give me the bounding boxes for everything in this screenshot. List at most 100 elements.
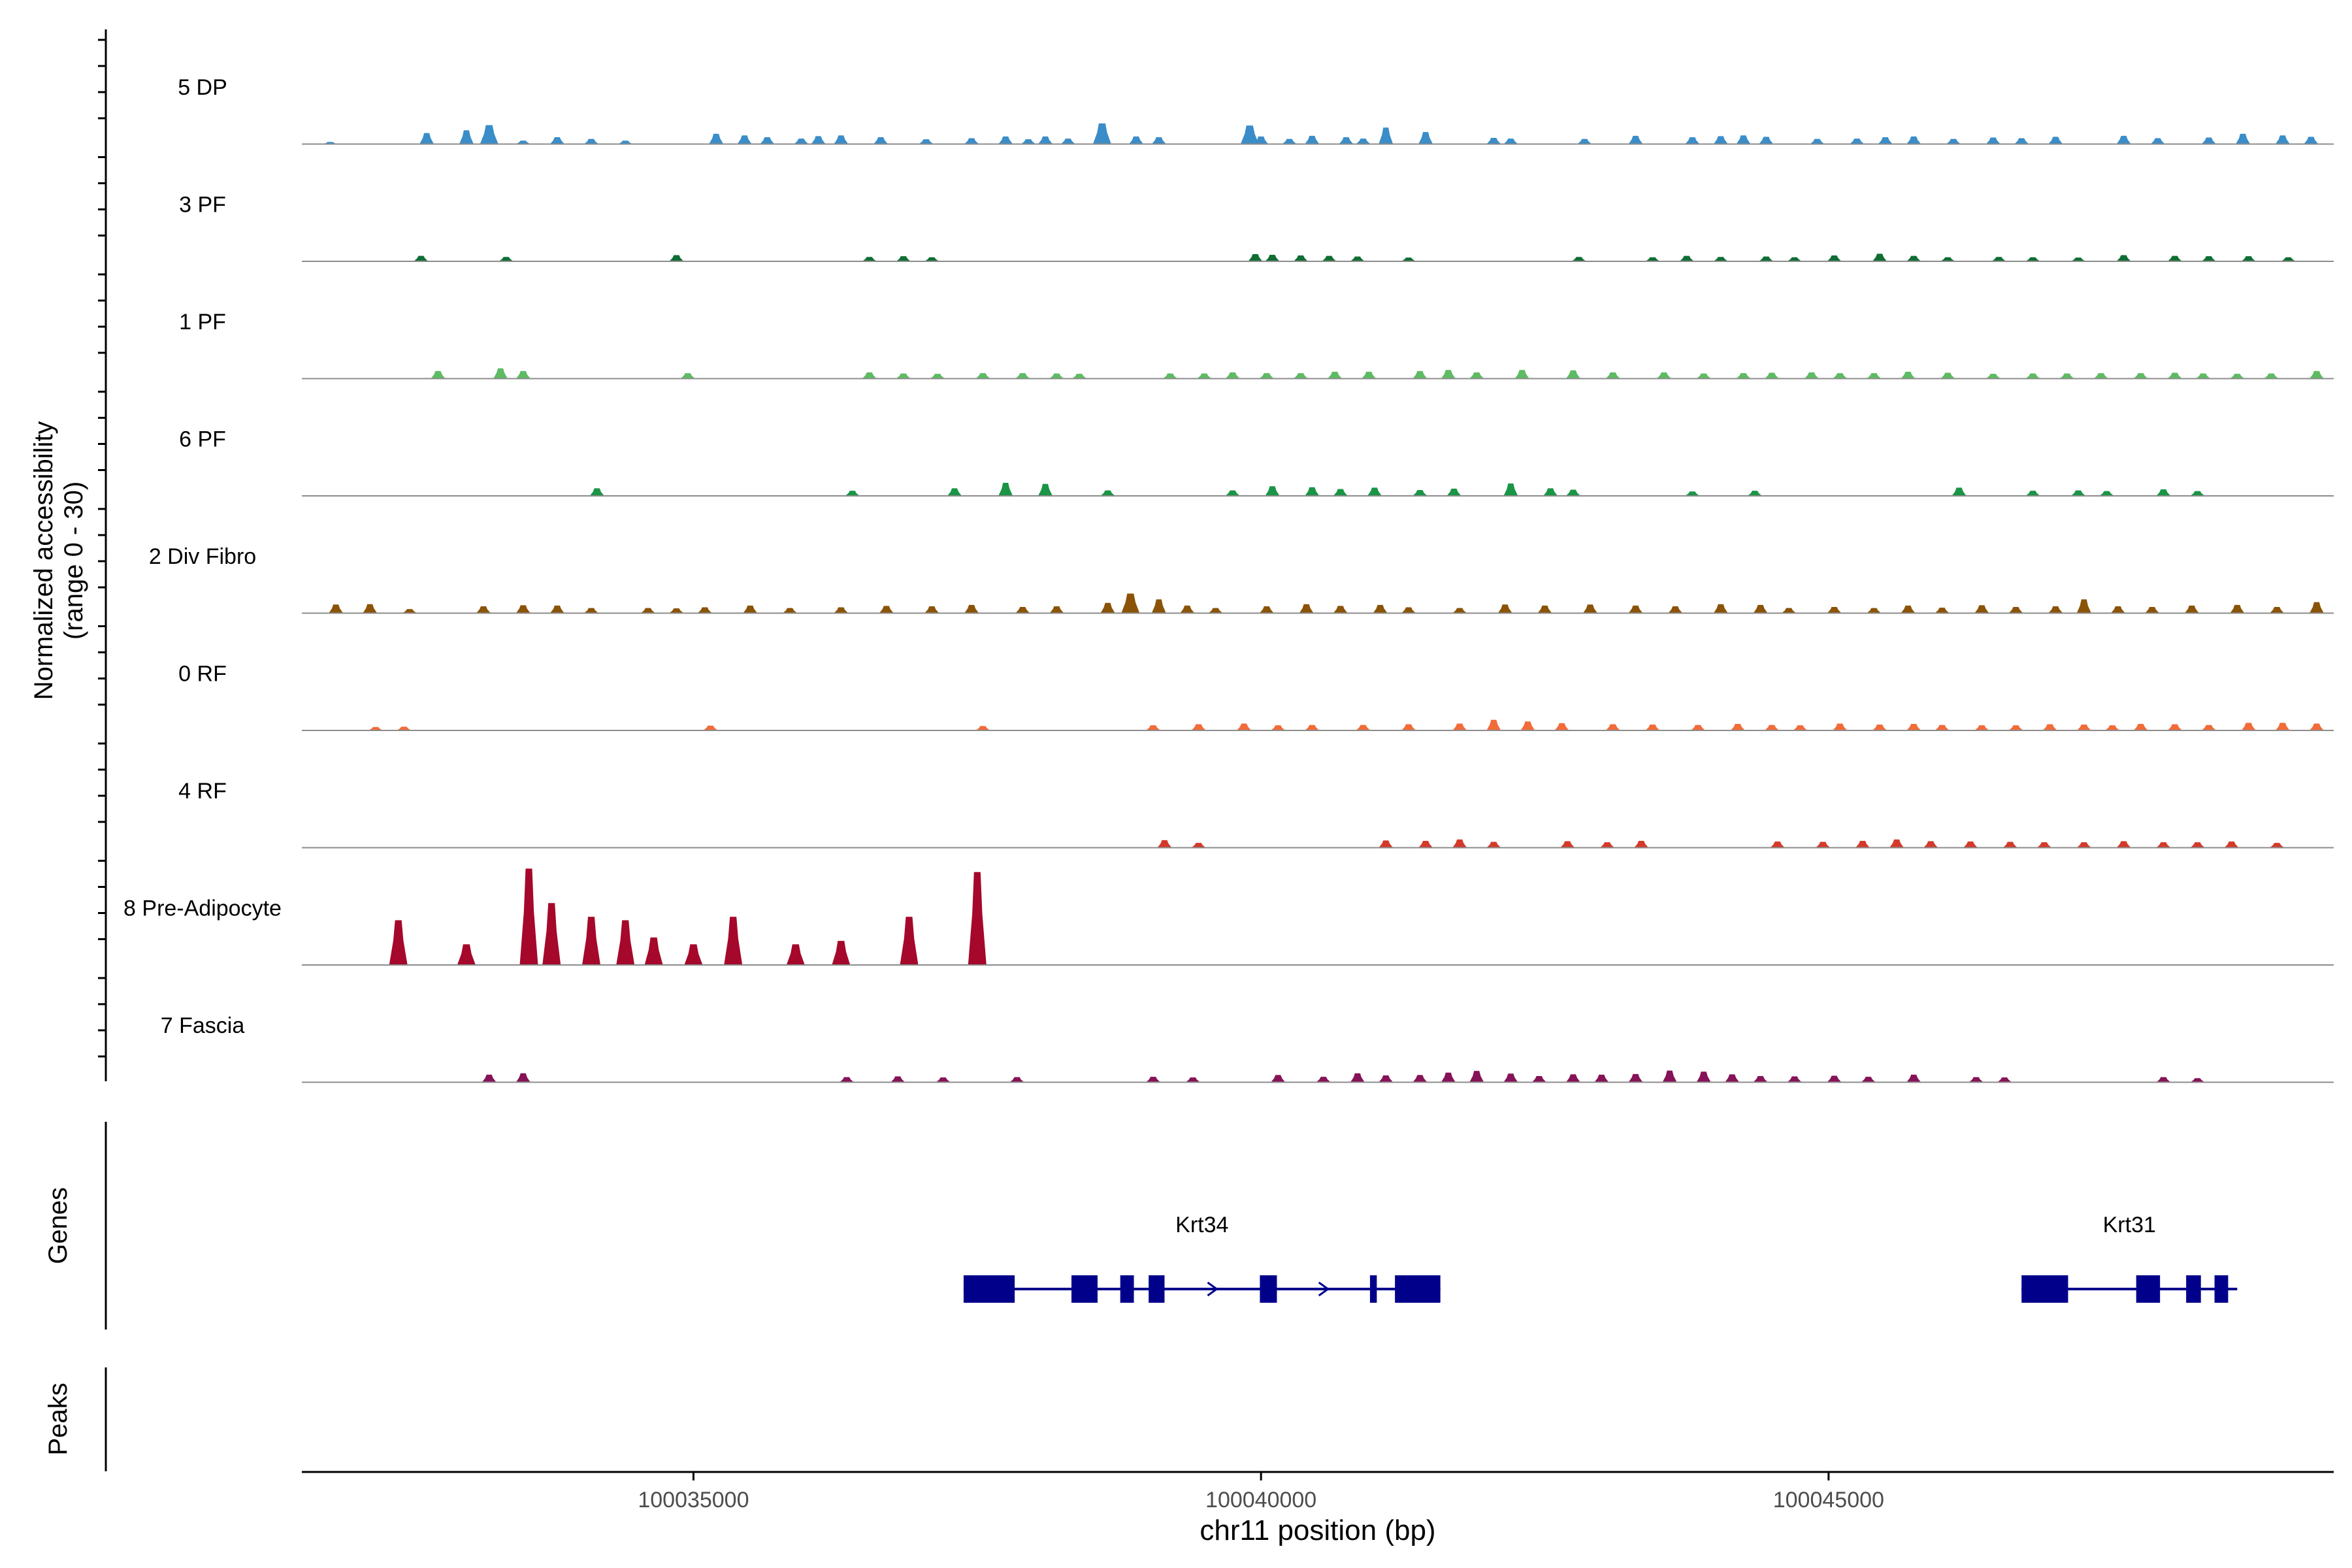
- peak-2-div-fibro: [1867, 608, 1882, 613]
- peak-0-rf: [1974, 725, 1989, 730]
- peak-7-fascia: [1271, 1075, 1286, 1083]
- peak-5-dp: [1810, 139, 1825, 144]
- peak-6-pf: [1225, 490, 1240, 496]
- peak-7-fascia: [1906, 1074, 1921, 1083]
- peak-7-fascia: [1441, 1072, 1456, 1083]
- peak-2-div-fibro: [1259, 606, 1274, 613]
- peak-7-fascia: [1350, 1073, 1365, 1083]
- peak-6-pf: [1747, 491, 1762, 496]
- peak-2-div-fibro: [1753, 604, 1768, 613]
- peak-0-rf: [1146, 725, 1161, 730]
- track-label-8-pre-adipocyte: 8 Pre-Adipocyte: [123, 896, 282, 921]
- peak-3-pf: [2025, 257, 2040, 261]
- peak-2-div-fibro: [1299, 604, 1314, 613]
- peak-2-div-fibro: [476, 606, 491, 613]
- peak-2-div-fibro: [2309, 602, 2324, 613]
- peak-1-pf: [493, 368, 508, 379]
- track-5-dp: [302, 123, 2334, 145]
- peak-6-pf: [1333, 489, 1348, 496]
- peak-0-rf: [1872, 725, 1887, 730]
- peak-0-rf: [2309, 723, 2324, 730]
- peak-7-fascia: [936, 1077, 951, 1083]
- peak-4-rf: [1816, 841, 1831, 848]
- peak-3-pf: [669, 255, 684, 261]
- peak-2-div-fibro: [1935, 608, 1950, 613]
- peak-1-pf: [1514, 370, 1529, 379]
- peak-5-dp: [1736, 135, 1751, 144]
- peak-5-dp: [1356, 139, 1371, 144]
- x-tick-label: 100035000: [638, 1488, 749, 1512]
- peak-0-rf: [1520, 721, 1535, 730]
- peak-5-dp: [480, 125, 498, 144]
- peak-1-pf: [515, 370, 531, 379]
- genes-panel-title: Genes: [44, 1187, 73, 1264]
- peak-5-dp: [2201, 137, 2216, 144]
- peak-0-rf: [1271, 725, 1286, 730]
- peak-0-rf: [1691, 725, 1705, 730]
- peak-3-pf: [1571, 257, 1586, 261]
- peak-3-pf: [1827, 255, 1842, 261]
- peak-5-dp: [1628, 135, 1643, 144]
- peak-1-pf: [1293, 373, 1308, 379]
- peak-3-pf: [2281, 257, 2296, 261]
- peak-0-rf: [2241, 723, 2256, 730]
- peak-0-rf: [1356, 725, 1371, 730]
- peak-0-rf: [1645, 725, 1660, 730]
- track-labels: 5 DP 3 PF 1 PF 6 PF 2 Div Fibro 0 RF 4 RF 8 Pre…: [123, 75, 282, 1038]
- track-4-rf: [302, 839, 2334, 849]
- peak-4-rf: [1963, 841, 1978, 848]
- peak-0-rf: [2201, 725, 2216, 730]
- peak-1-pf: [1867, 373, 1882, 379]
- peak-5-dp: [794, 139, 809, 144]
- peak-7-fascia: [890, 1076, 906, 1083]
- peak-3-pf: [2201, 256, 2216, 261]
- peak-6-pf: [1543, 488, 1558, 496]
- peak-0-rf: [1906, 724, 1921, 730]
- peak-8-pre-adipocyte: [542, 903, 561, 965]
- peak-7-fascia: [1968, 1077, 1984, 1083]
- peak-1-pf: [1413, 370, 1428, 379]
- peak-5-dp: [1254, 136, 1269, 144]
- peak-0-rf: [703, 725, 718, 730]
- peak-2-div-fibro: [2270, 607, 2285, 613]
- peak-2-div-fibro: [584, 608, 598, 613]
- tracks-y-axis: Normalized accessibility (range 0 - 30): [29, 29, 107, 1081]
- y-axis-title-line2: (range 0 - 30): [59, 482, 88, 640]
- peak-6-pf: [1367, 487, 1382, 496]
- peak-0-rf: [2133, 724, 2148, 730]
- gene-label-krt34: Krt34: [1175, 1213, 1228, 1237]
- peak-1-pf: [1736, 373, 1751, 379]
- peak-1-pf: [2230, 374, 2245, 379]
- peak-6-pf: [998, 483, 1013, 496]
- peak-2-div-fibro: [1713, 604, 1728, 613]
- strand-arrow-krt34: [1318, 1281, 1330, 1297]
- peak-1-pf: [1940, 372, 1955, 379]
- peak-8-pre-adipocyte: [832, 941, 851, 965]
- peak-7-fascia: [482, 1074, 497, 1083]
- peak-0-rf: [975, 726, 990, 730]
- peak-2-div-fibro: [1497, 604, 1512, 613]
- exon-krt34: [1395, 1275, 1441, 1303]
- peak-0-rf: [2275, 723, 2290, 730]
- peak-2-div-fibro: [1015, 607, 1030, 613]
- peak-6-pf: [1446, 488, 1462, 496]
- peak-2-div-fibro: [879, 606, 894, 613]
- peak-5-dp: [1985, 137, 2001, 144]
- peak-1-pf: [1656, 372, 1671, 379]
- peak-3-pf: [1265, 255, 1280, 261]
- peak-4-rf: [1486, 841, 1501, 848]
- peak-5-dp: [2014, 138, 2029, 144]
- exon-krt34: [1120, 1275, 1134, 1303]
- peak-0-rf: [2105, 725, 2120, 730]
- peak-2-div-fibro: [964, 604, 979, 613]
- peak-4-rf: [1191, 843, 1206, 848]
- peak-6-pf: [1503, 483, 1518, 496]
- peak-1-pf: [1072, 374, 1087, 379]
- peak-5-dp: [618, 140, 633, 144]
- peak-6-pf: [1565, 489, 1580, 496]
- peak-5-dp: [2275, 135, 2290, 144]
- peak-2-div-fibro: [834, 607, 849, 613]
- x-axis-title: chr11 position (bp): [1200, 1514, 1435, 1546]
- peak-2-div-fibro: [1668, 606, 1683, 613]
- peak-5-dp: [709, 133, 724, 144]
